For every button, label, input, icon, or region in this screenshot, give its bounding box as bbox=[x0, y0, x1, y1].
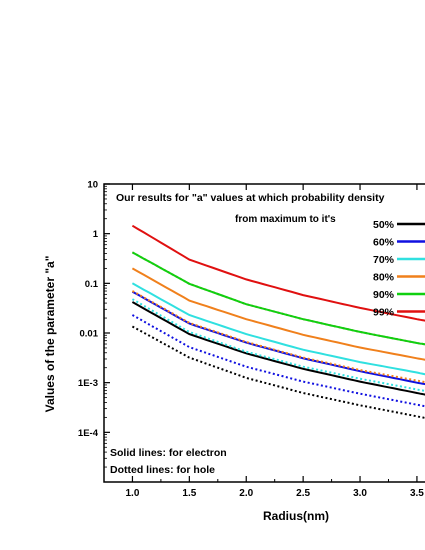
legend-heading: from maximum to it's bbox=[235, 214, 336, 225]
electron-line-90 bbox=[131, 251, 425, 346]
hole-line-80 bbox=[131, 290, 425, 384]
legend-label-70: 70% bbox=[373, 254, 395, 266]
y-axis-label: Values of the parameter "a" bbox=[43, 256, 57, 413]
y-tick-label: 10 bbox=[87, 180, 98, 191]
chart-text: Our results for "a" values at which prob… bbox=[43, 192, 385, 523]
axes: 1.0 1.5 2.0 2.5 3.0 3.5 10 1 0.1 0.01 1E-3 1E-4 bbox=[78, 180, 425, 499]
legend-label-80: 80% bbox=[373, 272, 395, 284]
y-tick-label: 1E-4 bbox=[78, 428, 99, 439]
legend-label-50: 50% bbox=[373, 219, 395, 231]
hole-line-70 bbox=[131, 298, 425, 392]
x-tick-label: 3.0 bbox=[353, 488, 367, 499]
x-tick-label: 2.5 bbox=[296, 488, 310, 499]
y-tick-label: 0.1 bbox=[85, 279, 99, 290]
legend-label-99: 99% bbox=[373, 307, 395, 319]
series-lines bbox=[131, 224, 425, 419]
chart-title: Our results for "a" values at which prob… bbox=[116, 192, 385, 204]
electron-line-50 bbox=[131, 301, 425, 396]
y-tick-label: 1E-3 bbox=[78, 378, 98, 389]
hole-line-50 bbox=[131, 325, 425, 419]
electron-line-60 bbox=[131, 290, 425, 386]
x-tick-label: 1.5 bbox=[182, 488, 196, 499]
x-axis-label: Radius(nm) bbox=[263, 509, 329, 523]
electron-line-99 bbox=[131, 224, 425, 322]
note-dotted: Dotted lines: for hole bbox=[110, 464, 215, 476]
legend-label-90: 90% bbox=[373, 289, 395, 301]
x-tick-label: 3.5 bbox=[410, 488, 424, 499]
electron-line-70 bbox=[131, 282, 425, 376]
y-tick-label: 0.01 bbox=[80, 329, 99, 340]
legend: 50% 60% 70% 80% 90% 99% bbox=[373, 219, 425, 319]
x-tick-label: 1.0 bbox=[125, 488, 139, 499]
note-solid: Solid lines: for electron bbox=[110, 447, 227, 459]
y-tick-label: 1 bbox=[93, 229, 99, 240]
electron-line-80 bbox=[131, 267, 425, 361]
x-tick-label: 2.0 bbox=[239, 488, 253, 499]
legend-label-60: 60% bbox=[373, 237, 395, 249]
